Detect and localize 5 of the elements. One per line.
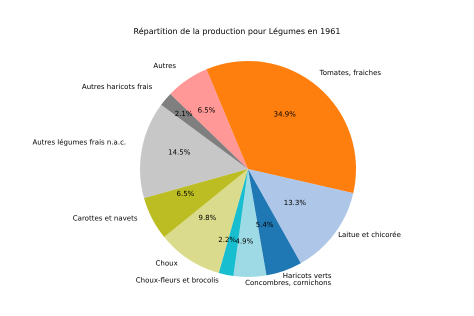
pie-slice <box>144 169 248 238</box>
chart-title: Répartition de la production pour Légumes en 1961 <box>132 27 342 36</box>
pie-slice <box>140 104 248 198</box>
pie-slice <box>170 69 248 169</box>
pie-slice <box>161 94 248 169</box>
